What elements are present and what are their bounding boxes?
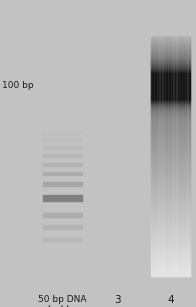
Text: 4: 4: [167, 295, 174, 305]
Text: 50 bp DNA
Ladder: 50 bp DNA Ladder: [38, 295, 87, 307]
Text: 3: 3: [114, 295, 121, 305]
Text: 100 bp: 100 bp: [2, 81, 34, 91]
